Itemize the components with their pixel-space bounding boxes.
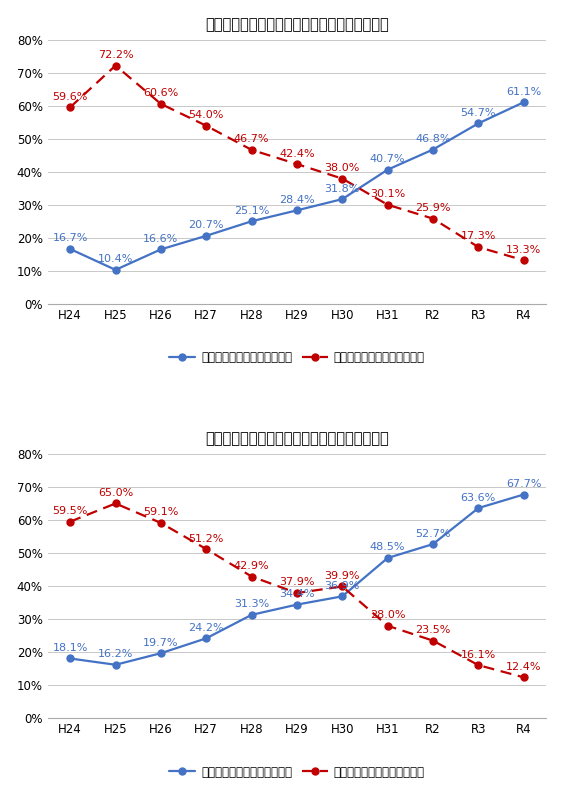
Text: 65.0%: 65.0% [98, 488, 133, 498]
Text: 54.7%: 54.7% [461, 108, 496, 118]
Text: 28.0%: 28.0% [370, 610, 405, 620]
Text: 46.8%: 46.8% [415, 134, 451, 144]
進んでいる・やや進んでいる [248, 610, 255, 620]
Text: 37.9%: 37.9% [279, 578, 315, 587]
遅れている・やや遅れている [430, 636, 436, 646]
遅れている・やや遅れている [112, 61, 119, 70]
進んでいる・やや進んでいる [384, 165, 391, 174]
Text: 51.2%: 51.2% [189, 534, 224, 543]
Text: 61.1%: 61.1% [506, 87, 541, 97]
Text: 52.7%: 52.7% [415, 529, 451, 539]
遅れている・やや遅れている [158, 519, 164, 528]
Line: 進んでいる・やや進んでいる: 進んでいる・やや進んでいる [67, 491, 527, 668]
進んでいる・やや進んでいる [293, 205, 300, 215]
進んでいる・やや進んでいる [339, 591, 346, 601]
進んでいる・やや進んでいる [67, 244, 74, 254]
Text: 60.6%: 60.6% [143, 89, 178, 98]
Text: 13.3%: 13.3% [506, 244, 541, 255]
進んでいる・やや進んでいる [520, 490, 527, 499]
遅れている・やや遅れている [475, 660, 482, 670]
Text: 23.5%: 23.5% [415, 625, 450, 635]
進んでいる・やや進んでいる [520, 97, 527, 107]
Text: 46.7%: 46.7% [234, 134, 269, 145]
進んでいる・やや進んでいる [112, 660, 119, 670]
Text: 20.7%: 20.7% [189, 221, 224, 230]
Legend: 進んでいる・やや進んでいる, 遅れている・やや遅れている: 進んでいる・やや進んでいる, 遅れている・やや遅れている [169, 765, 425, 778]
Text: 16.7%: 16.7% [52, 233, 88, 244]
Text: 40.7%: 40.7% [370, 154, 405, 164]
遅れている・やや遅れている [475, 242, 482, 252]
Text: 67.7%: 67.7% [506, 479, 542, 489]
Text: 39.9%: 39.9% [324, 570, 360, 581]
遅れている・やや遅れている [384, 200, 391, 209]
遅れている・やや遅れている [248, 145, 255, 155]
Line: 遅れている・やや遅れている: 遅れている・やや遅れている [67, 500, 527, 681]
Text: 25.9%: 25.9% [415, 203, 451, 213]
Text: 34.4%: 34.4% [279, 589, 315, 599]
遅れている・やや遅れている [293, 159, 300, 169]
Line: 進んでいる・やや進んでいる: 進んでいる・やや進んでいる [67, 99, 527, 273]
進んでいる・やや進んでいる [475, 503, 482, 513]
Title: 県全体の復旧・復興の実感（県全体の回答者）: 県全体の復旧・復興の実感（県全体の回答者） [205, 17, 389, 32]
Text: 59.1%: 59.1% [143, 507, 178, 518]
Text: 16.1%: 16.1% [461, 650, 496, 659]
遅れている・やや遅れている [203, 544, 209, 554]
進んでいる・やや進んでいる [384, 553, 391, 562]
Text: 38.0%: 38.0% [325, 163, 360, 173]
Text: 31.8%: 31.8% [325, 184, 360, 193]
Text: 36.9%: 36.9% [325, 581, 360, 590]
遅れている・やや遅れている [293, 588, 300, 598]
Text: 18.1%: 18.1% [52, 643, 88, 653]
Text: 59.6%: 59.6% [52, 92, 88, 101]
Text: 31.3%: 31.3% [234, 599, 269, 610]
Text: 48.5%: 48.5% [370, 543, 405, 552]
進んでいる・やや進んでいる [430, 539, 436, 549]
Line: 遅れている・やや遅れている: 遅れている・やや遅れている [67, 62, 527, 264]
遅れている・やや遅れている [67, 102, 74, 112]
進んでいる・やや進んでいる [430, 145, 436, 154]
進んでいる・やや進んでいる [203, 634, 209, 643]
Text: 42.9%: 42.9% [234, 561, 270, 571]
Text: 72.2%: 72.2% [98, 50, 133, 60]
Text: 10.4%: 10.4% [98, 254, 133, 264]
遅れている・やや遅れている [520, 673, 527, 682]
遅れている・やや遅れている [384, 621, 391, 630]
Text: 63.6%: 63.6% [461, 492, 496, 503]
遅れている・やや遅れている [67, 517, 74, 527]
進んでいる・やや進んでいる [339, 194, 346, 204]
Text: 59.5%: 59.5% [52, 506, 88, 516]
進んでいる・やや進んでいる [158, 244, 164, 254]
遅れている・やや遅れている [430, 214, 436, 224]
進んでいる・やや進んでいる [203, 231, 209, 240]
遅れている・やや遅れている [158, 99, 164, 109]
Text: 42.4%: 42.4% [279, 149, 315, 158]
Text: 25.1%: 25.1% [234, 205, 269, 216]
遅れている・やや遅れている [339, 582, 346, 591]
Text: 54.0%: 54.0% [189, 110, 224, 120]
Text: 19.7%: 19.7% [143, 638, 178, 648]
遅れている・やや遅れている [112, 499, 119, 508]
Text: 30.1%: 30.1% [370, 189, 405, 199]
Title: 県全体の復旧・復興の実感（沿岸部の回答者）: 県全体の復旧・復興の実感（沿岸部の回答者） [205, 431, 389, 446]
Text: 28.4%: 28.4% [279, 195, 315, 205]
進んでいる・やや進んでいる [67, 654, 74, 663]
Text: 24.2%: 24.2% [189, 622, 224, 633]
進んでいる・やや進んでいる [248, 217, 255, 226]
進んでいる・やや進んでいる [112, 265, 119, 275]
遅れている・やや遅れている [339, 174, 346, 184]
Text: 12.4%: 12.4% [506, 662, 542, 672]
遅れている・やや遅れている [203, 121, 209, 130]
進んでいる・やや進んでいる [475, 118, 482, 128]
Legend: 進んでいる・やや進んでいる, 遅れている・やや遅れている: 進んでいる・やや進んでいる, 遅れている・やや遅れている [169, 352, 425, 364]
進んでいる・やや進んでいる [158, 649, 164, 658]
進んでいる・やや進んでいる [293, 600, 300, 610]
遅れている・やや遅れている [248, 572, 255, 582]
Text: 17.3%: 17.3% [461, 232, 496, 241]
Text: 16.6%: 16.6% [143, 234, 178, 244]
遅れている・やや遅れている [520, 256, 527, 265]
Text: 16.2%: 16.2% [98, 650, 133, 659]
